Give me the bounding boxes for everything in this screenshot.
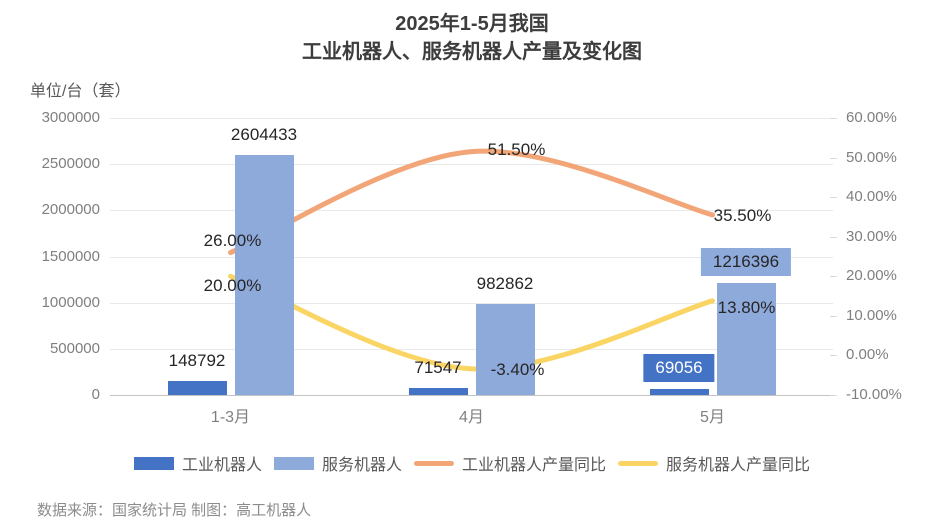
x-axis-category-label: 1-3月 xyxy=(210,409,251,426)
y-axis-right-tick-mark xyxy=(830,355,837,357)
grid-line xyxy=(110,348,833,350)
yoy-line-0 xyxy=(228,148,715,256)
x-axis-category-label: 4月 xyxy=(459,409,484,426)
bar-value-label: 982862 xyxy=(476,274,534,294)
bar-value-label: 2604433 xyxy=(230,124,298,144)
y-axis-right-tick-mark xyxy=(830,157,837,159)
chart-title: 2025年1-5月我国 工业机器人、服务机器人产量及变化图 xyxy=(0,10,944,66)
bar-value-label: 71547 xyxy=(414,358,462,378)
legend-item-service-robot: 服务机器人 xyxy=(273,451,402,475)
legend-swatch-industrial-robot xyxy=(133,456,174,470)
bar-value-label: 148792 xyxy=(168,351,226,371)
legend-item-service-robot-yoy: 服务机器人产量同比 xyxy=(618,451,810,475)
grid-line xyxy=(110,210,833,212)
y-axis-right-tick-mark xyxy=(830,395,837,396)
bar-服务机器人 xyxy=(716,282,776,395)
y-axis-left-tick-label: 500000 xyxy=(49,339,100,357)
legend-item-industrial-robot-yoy: 工业机器人产量同比 xyxy=(414,451,606,475)
data-source: 数据来源：国家统计局 制图：高工机器人 xyxy=(37,502,312,519)
yoy-value-label: 13.80% xyxy=(717,297,776,317)
bar-工业机器人 xyxy=(408,388,468,395)
y-axis-right-tick-mark xyxy=(830,276,837,278)
grid-line xyxy=(110,164,833,166)
grid-line xyxy=(110,118,833,119)
y-axis-right-tick-label: 50.00% xyxy=(846,148,897,166)
plot-area: 1-3月 4月 5月 148792 71547 69056 2604433 982862 121… xyxy=(110,118,833,426)
yoy-line-1 xyxy=(228,273,715,372)
y-axis-right-tick-label: 60.00% xyxy=(846,109,897,126)
legend: 工业机器人 服务机器人 工业机器人产量同比 服务机器人产量同比 xyxy=(0,451,944,475)
legend-swatch-service-robot xyxy=(273,456,314,470)
y-axis-right-tick-label: 20.00% xyxy=(846,267,897,285)
legend-swatch-service-robot-yoy xyxy=(618,460,659,466)
yoy-value-label: 20.00% xyxy=(203,276,262,296)
y-axis-right-tick-mark xyxy=(830,197,837,199)
legend-label-service-robot: 服务机器人 xyxy=(321,457,402,474)
legend-label-industrial-robot: 工业机器人 xyxy=(181,457,262,474)
bar-value-label: 69056 xyxy=(643,353,715,382)
bar-服务机器人 xyxy=(234,154,294,395)
yoy-value-label: 26.00% xyxy=(203,230,262,250)
y-axis-left-tick-label: 0 xyxy=(91,386,100,403)
y-axis-right-tick-label: 0.00% xyxy=(846,346,889,364)
y-axis-right-tick-mark xyxy=(830,315,837,317)
grid-line xyxy=(110,256,833,258)
bar-工业机器人 xyxy=(649,388,709,395)
y-axis-right-tick-mark xyxy=(830,118,837,119)
bar-服务机器人 xyxy=(475,304,535,395)
legend-item-industrial-robot: 工业机器人 xyxy=(133,451,262,475)
y-axis-left-tick-label: 1500000 xyxy=(41,247,100,265)
bar-工业机器人 xyxy=(167,381,227,395)
y-axis-right-tick-label: 40.00% xyxy=(846,188,897,206)
y-axis-right-tick-label: 30.00% xyxy=(846,227,897,245)
x-axis-line xyxy=(110,395,833,396)
chart-title-line2: 工业机器人、服务机器人产量及变化图 xyxy=(302,41,642,63)
legend-label-industrial-robot-yoy: 工业机器人产量同比 xyxy=(462,457,607,474)
y-axis-left-tick-label: 2000000 xyxy=(41,201,100,219)
y-axis-left-tick-label: 1000000 xyxy=(41,293,100,311)
chart-title-line1: 2025年1-5月我国 xyxy=(395,13,549,35)
yoy-value-label: 35.50% xyxy=(713,205,772,225)
x-axis-category-label: 5月 xyxy=(700,409,725,426)
grid-line xyxy=(110,302,833,304)
y-axis-right-tick-mark xyxy=(830,236,837,238)
legend-swatch-industrial-robot-yoy xyxy=(414,460,454,466)
legend-label-service-robot-yoy: 服务机器人产量同比 xyxy=(666,457,811,474)
y-axis-left-tick-label: 2500000 xyxy=(41,155,100,173)
bar-value-label: 1216396 xyxy=(700,247,792,276)
y-axis-unit-label: 单位/台（套） xyxy=(30,83,131,100)
yoy-value-label: 51.50% xyxy=(487,139,546,159)
yoy-value-label: -3.40% xyxy=(490,359,545,379)
y-axis-right-tick-label: 10.00% xyxy=(846,306,897,324)
y-axis-left-tick-label: 3000000 xyxy=(41,109,100,126)
y-axis-right-tick-label: -10.00% xyxy=(846,386,902,403)
